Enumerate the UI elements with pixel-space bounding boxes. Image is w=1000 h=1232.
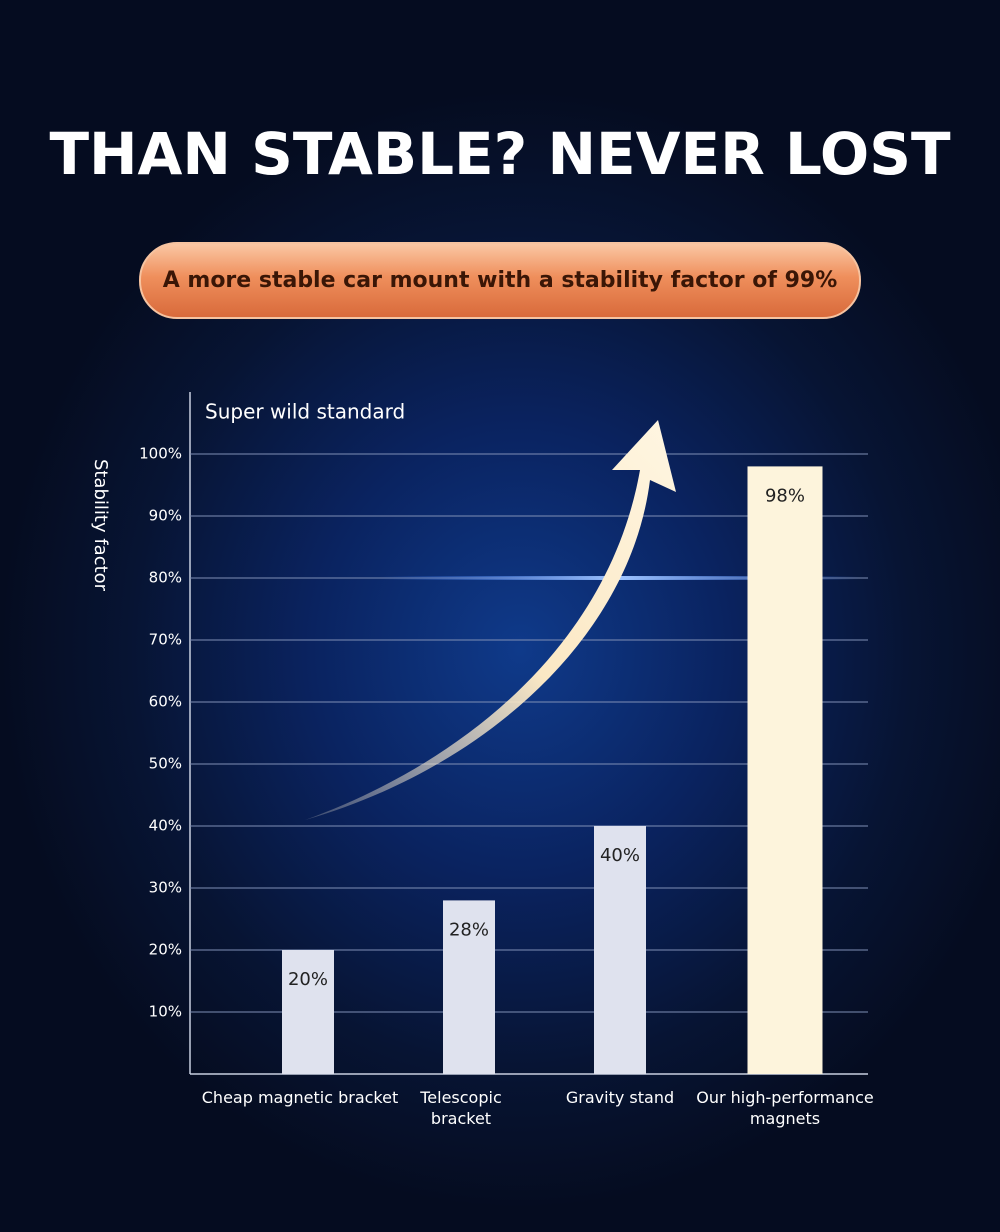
banner-text: A more stable car mount with a stability…	[163, 268, 838, 293]
bar	[282, 950, 334, 1074]
y-tick-label: 90%	[149, 507, 182, 525]
value-label: 20%	[288, 969, 328, 990]
value-label: 28%	[449, 919, 489, 940]
y-tick-label: 60%	[149, 693, 182, 711]
banner	[139, 242, 861, 319]
y-tick-label: 80%	[149, 569, 182, 587]
y-tick-label: 70%	[149, 631, 182, 649]
y-tick-label: 40%	[149, 817, 182, 835]
chart-title: THAN STABLE? NEVER LOST	[49, 120, 951, 188]
arrow	[305, 420, 676, 820]
y-tick-label: 30%	[149, 879, 182, 897]
x-tick-label: Gravity stand	[565, 1088, 675, 1107]
bar	[594, 826, 646, 1074]
y-tick-label: 20%	[149, 941, 182, 959]
y-tick-label: 100%	[139, 445, 182, 463]
x-tick-label: Telescopic bracket	[420, 1088, 502, 1128]
x-tick-label: Cheap magnetic bracket	[201, 1088, 399, 1107]
bar	[747, 466, 823, 1074]
y-tick-label: 50%	[149, 755, 182, 773]
value-label: 98%	[765, 485, 805, 506]
value-label: 40%	[600, 845, 640, 866]
y-tick-label: 10%	[149, 1003, 182, 1021]
y-axis-label: Stability factor	[90, 459, 111, 592]
x-tick-label: Our high-performance magnets	[696, 1088, 874, 1128]
bar	[443, 900, 495, 1074]
annotation: Super wild standard	[205, 400, 405, 424]
